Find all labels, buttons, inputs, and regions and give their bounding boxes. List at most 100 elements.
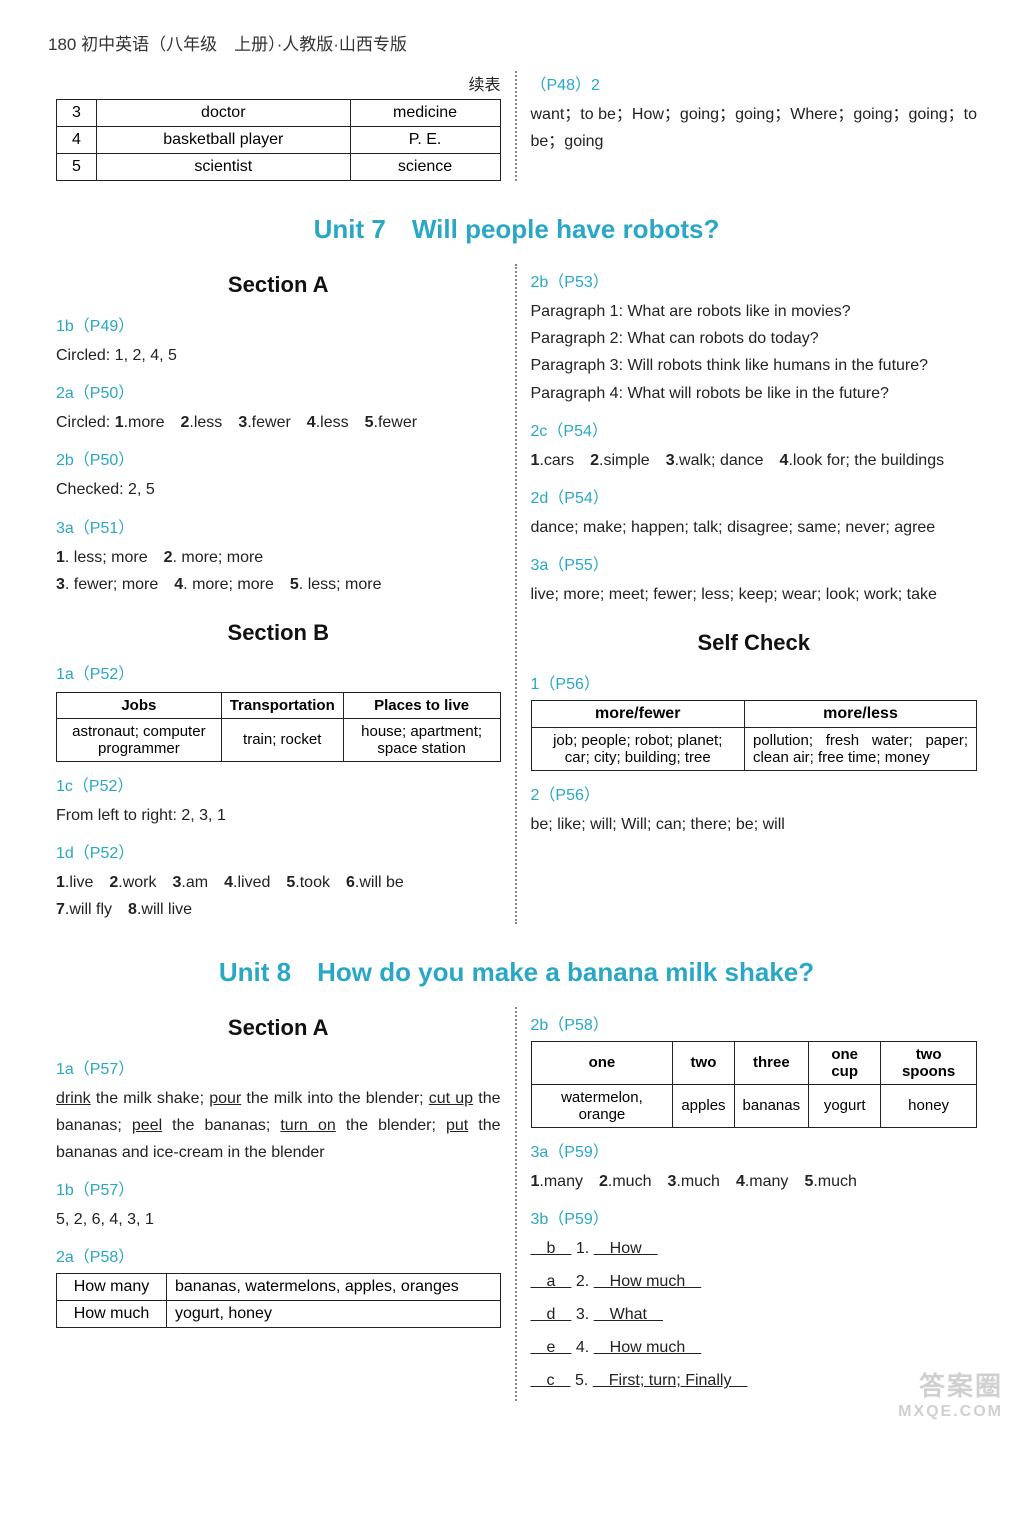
ans-1c-p52: From left to right: 2, 3, 1 bbox=[56, 802, 501, 829]
ref-2b-p58: 2b（P58） bbox=[531, 1011, 978, 1035]
table-cell: scientist bbox=[97, 154, 351, 181]
page-header: 180 初中英语（八年级 上册）·人教版·山西专版 bbox=[48, 30, 985, 55]
ref-sc2-p56: 2（P56） bbox=[531, 781, 978, 805]
answer-row: e 4. How much bbox=[531, 1334, 978, 1361]
sc-cell-l: job; people; robot; planet; car; city; b… bbox=[531, 728, 744, 771]
ans-1d-p52-b: 7.will fly 8.will live bbox=[56, 896, 501, 923]
table-cell: bananas bbox=[734, 1084, 809, 1127]
ref-1b-p57: 1b（P57） bbox=[56, 1176, 501, 1200]
ans-2c-p54: 1.cars 2.simple 3.walk; dance 4.look for… bbox=[531, 447, 978, 474]
ref-1a-p52: 1a（P52） bbox=[56, 660, 501, 684]
answer-row: a 2. How much bbox=[531, 1268, 978, 1295]
table-header: three bbox=[734, 1041, 809, 1084]
unit8-right: 2b（P58） onetwothreeone cuptwo spoons wat… bbox=[517, 1007, 986, 1401]
watermark-l2: MXQE.COM bbox=[898, 1403, 1003, 1421]
unit7-right: 2b（P53） Paragraph 1: What are robots lik… bbox=[517, 264, 986, 924]
table-cell: science bbox=[350, 154, 500, 181]
answer-row: d 3. What bbox=[531, 1301, 978, 1328]
section-b-title: Section B bbox=[56, 620, 501, 646]
ans-3a-p51-b: 3. fewer; more 4. more; more 5. less; mo… bbox=[56, 571, 501, 598]
sc-cell-r: pollution; fresh water; paper; clean air… bbox=[744, 728, 976, 771]
ref-2c-p54: 2c（P54） bbox=[531, 417, 978, 441]
sc-head-r: more/less bbox=[744, 701, 976, 728]
page: 180 初中英语（八年级 上册）·人教版·山西专版 续表 3doctormedi… bbox=[0, 0, 1033, 1441]
ref-2a-p50: 2a（P50） bbox=[56, 379, 501, 403]
table-cell: watermelon, orange bbox=[531, 1084, 673, 1127]
table-header: Places to live bbox=[343, 692, 500, 718]
top-right-col: （P48）2 want；to be；How；going；going；Where；… bbox=[517, 71, 986, 181]
top-left-col: 续表 3doctormedicine 4basketball playerP. E… bbox=[48, 71, 517, 181]
unit8-title: Unit 8 How do you make a banana milk sha… bbox=[48, 952, 985, 989]
table-cell: doctor bbox=[97, 100, 351, 127]
table-cell: 5 bbox=[57, 154, 97, 181]
ref-3a-p51: 3a（P51） bbox=[56, 514, 501, 538]
table-cell: How many bbox=[57, 1274, 167, 1301]
jobs-table: JobsTransportationPlaces to live astrona… bbox=[56, 692, 501, 762]
ref-2b-p50: 2b（P50） bbox=[56, 446, 501, 470]
ans-2a-p50: Circled: 1.more 2.less 3.fewer 4.less 5.… bbox=[56, 409, 501, 436]
sc-head-l: more/fewer bbox=[531, 701, 744, 728]
ref-1b-p49: 1b（P49） bbox=[56, 312, 501, 336]
para2: Paragraph 2: What can robots do today? bbox=[531, 325, 978, 352]
ans-1b-p57: 5, 2, 6, 4, 3, 1 bbox=[56, 1206, 501, 1233]
unit8-cols: Section A 1a（P57） drink the milk shake; … bbox=[48, 1007, 985, 1401]
ref-sc1-p56: 1（P56） bbox=[531, 670, 978, 694]
ref-2a-p58: 2a（P58） bbox=[56, 1243, 501, 1267]
ans-2b-p50: Checked: 2, 5 bbox=[56, 476, 501, 503]
table-header: two bbox=[673, 1041, 734, 1084]
top-table: 3doctormedicine4basketball playerP. E.5s… bbox=[56, 99, 501, 181]
ref-2d-p54: 2d（P54） bbox=[531, 484, 978, 508]
table-cell: How much bbox=[57, 1301, 167, 1328]
ans-1a-p57: drink the milk shake; pour the milk into… bbox=[56, 1085, 501, 1167]
continuation-label: 续表 bbox=[56, 71, 501, 95]
table-header: one cup bbox=[809, 1041, 881, 1084]
table-cell: medicine bbox=[350, 100, 500, 127]
table-header: two spoons bbox=[881, 1041, 977, 1084]
unit7-cols: Section A 1b（P49） Circled: 1, 2, 4, 5 2a… bbox=[48, 264, 985, 924]
section-a-title: Section A bbox=[56, 272, 501, 298]
table-cell: bananas, watermelons, apples, oranges bbox=[167, 1274, 501, 1301]
ref-p48-2: （P48）2 bbox=[531, 71, 978, 95]
ans-1b-p49: Circled: 1, 2, 4, 5 bbox=[56, 342, 501, 369]
table-cell: basketball player bbox=[97, 127, 351, 154]
table-cell: train; rocket bbox=[221, 718, 343, 761]
table-cell: yogurt, honey bbox=[167, 1301, 501, 1328]
ref-1c-p52: 1c（P52） bbox=[56, 772, 501, 796]
unit7-left: Section A 1b（P49） Circled: 1, 2, 4, 5 2a… bbox=[48, 264, 517, 924]
ref-1d-p52: 1d（P52） bbox=[56, 839, 501, 863]
table-cell: apples bbox=[673, 1084, 734, 1127]
p48-2-answer: want；to be；How；going；going；Where；going；g… bbox=[531, 101, 978, 155]
ans-2d-p54: dance; make; happen; talk; disagree; sam… bbox=[531, 514, 978, 541]
ans-3a-p51-a: 1. less; more 2. more; more bbox=[56, 544, 501, 571]
ans-3b-list: b 1. How a 2. How much d 3. What e 4. Ho… bbox=[531, 1235, 978, 1395]
table-cell: honey bbox=[881, 1084, 977, 1127]
ans-3a-p59: 1.many 2.much 3.much 4.many 5.much bbox=[531, 1168, 978, 1195]
table-header: Jobs bbox=[57, 692, 222, 718]
ans-sc2-p56: be; like; will; Will; can; there; be; wi… bbox=[531, 811, 978, 838]
para4: Paragraph 4: What will robots be like in… bbox=[531, 380, 978, 407]
table-cell: yogurt bbox=[809, 1084, 881, 1127]
para1: Paragraph 1: What are robots like in mov… bbox=[531, 298, 978, 325]
ans-1d-p52-a: 1.live 2.work 3.am 4.lived 5.took 6.will… bbox=[56, 869, 501, 896]
ref-3a-p59: 3a（P59） bbox=[531, 1138, 978, 1162]
table-cell: house; apartment; space station bbox=[343, 718, 500, 761]
table-header: one bbox=[531, 1041, 673, 1084]
table-cell: 3 bbox=[57, 100, 97, 127]
table-cell: 4 bbox=[57, 127, 97, 154]
selfcheck-title: Self Check bbox=[531, 630, 978, 656]
table-cell: astronaut; computer programmer bbox=[57, 718, 222, 761]
u8-section-a-title: Section A bbox=[56, 1015, 501, 1041]
howmany-table: How manybananas, watermelons, apples, or… bbox=[56, 1273, 501, 1328]
table-cell: P. E. bbox=[350, 127, 500, 154]
answer-row: c 5. First; turn; Finally bbox=[531, 1367, 978, 1394]
ans-3a-p55: live; more; meet; fewer; less; keep; wea… bbox=[531, 581, 978, 608]
table-header: Transportation bbox=[221, 692, 343, 718]
unit8-left: Section A 1a（P57） drink the milk shake; … bbox=[48, 1007, 517, 1401]
top-row: 续表 3doctormedicine 4basketball playerP. E… bbox=[48, 71, 985, 181]
ref-2b-p53: 2b（P53） bbox=[531, 268, 978, 292]
ref-3b-p59: 3b（P59） bbox=[531, 1205, 978, 1229]
unit7-title: Unit 7 Will people have robots? bbox=[48, 209, 985, 246]
answer-row: b 1. How bbox=[531, 1235, 978, 1262]
para3: Paragraph 3: Will robots think like huma… bbox=[531, 352, 978, 379]
ref-3a-p55: 3a（P55） bbox=[531, 551, 978, 575]
